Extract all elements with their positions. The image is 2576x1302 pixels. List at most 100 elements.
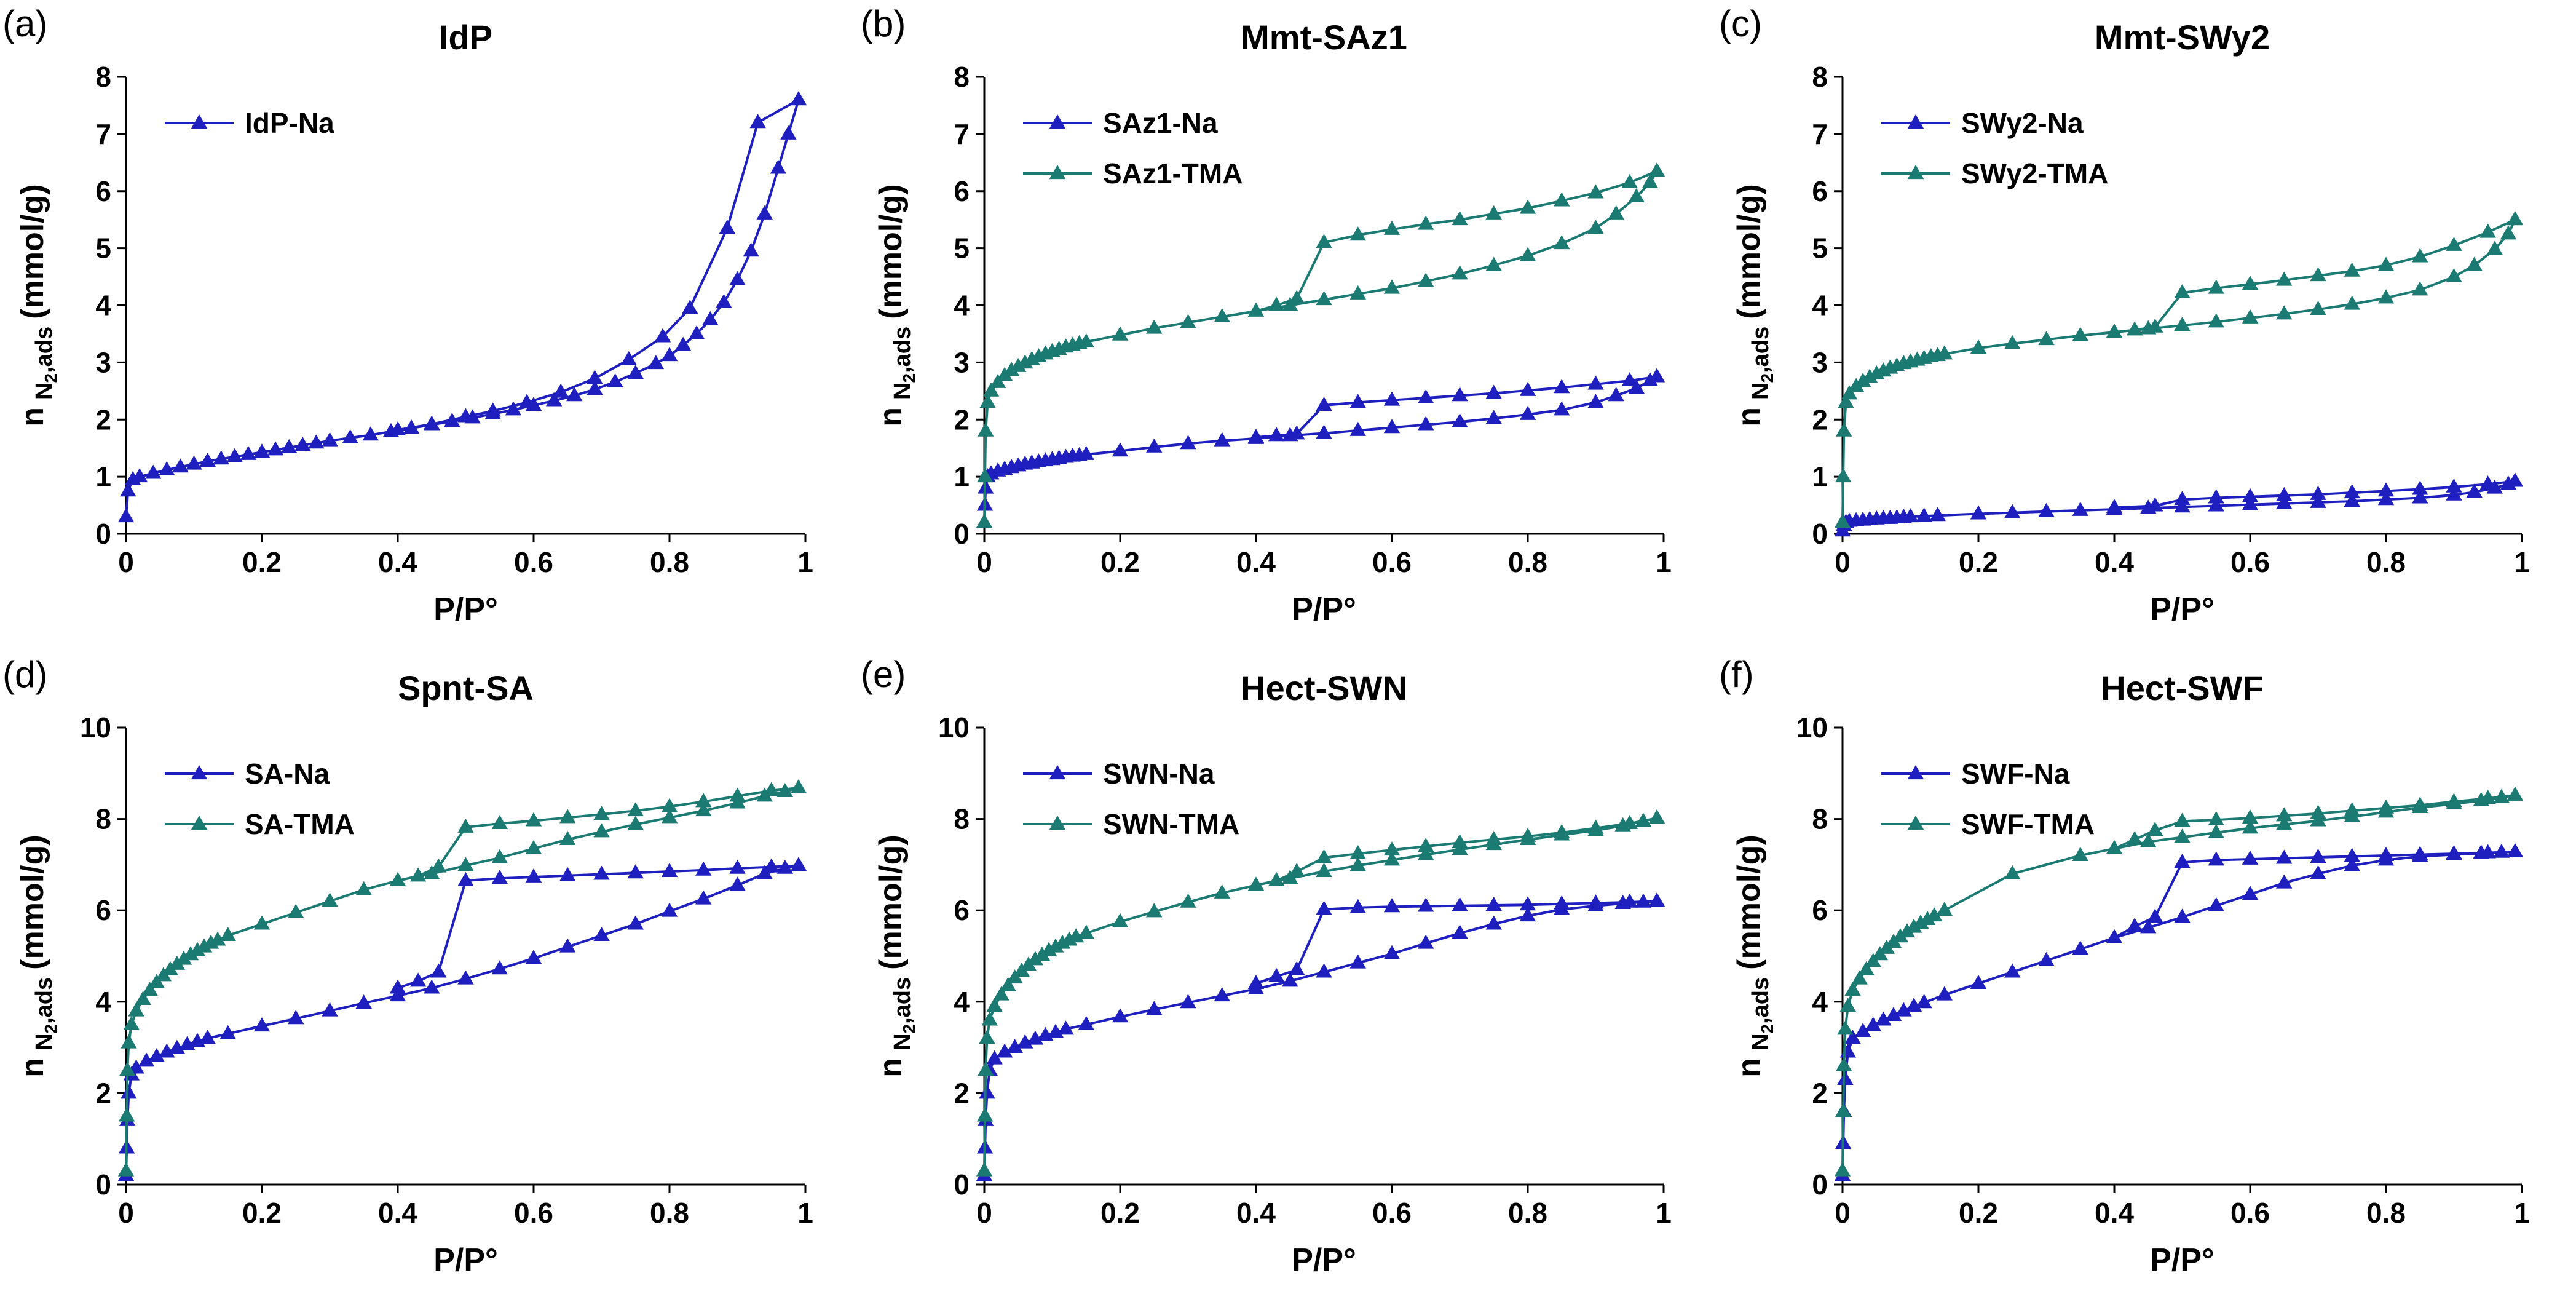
y-tick-label: 7 [1812, 118, 1828, 150]
data-point-marker [1214, 308, 1230, 323]
data-point-marker [135, 991, 151, 1006]
data-point-marker [1485, 831, 1502, 845]
y-tick-label: 4 [95, 290, 111, 322]
data-point-marker [1383, 945, 1401, 959]
y-tick-label: 8 [95, 803, 111, 835]
data-point-marker [121, 1084, 137, 1099]
y-axis-label: nN2,ads (mmol/g) [15, 184, 60, 426]
x-tick-label: 0.2 [242, 1197, 282, 1229]
data-point-marker [1970, 505, 1987, 520]
data-point-marker [2377, 847, 2395, 861]
data-point-marker [1837, 1071, 1854, 1086]
data-point-marker [457, 970, 474, 985]
y-tick-label: 3 [954, 346, 970, 378]
data-point-marker [2106, 499, 2123, 514]
x-tick-label: 0.2 [1959, 546, 1998, 578]
data-point-marker [559, 831, 576, 845]
y-tick-label: 0 [954, 518, 970, 550]
data-point-marker [1247, 302, 1265, 317]
data-point-marker [2466, 256, 2483, 271]
data-point-marker [2377, 256, 2395, 271]
series-line-desorption [1255, 817, 1657, 887]
y-axis-label-part: 2 [1758, 1024, 1777, 1034]
data-point-marker [2208, 313, 2224, 328]
data-point-marker [1418, 897, 1434, 912]
data-point-marker [2208, 897, 2224, 911]
data-point-marker [1628, 379, 1645, 394]
data-point-marker [409, 867, 427, 882]
data-point-marker [219, 927, 236, 942]
data-point-marker [2174, 317, 2191, 331]
x-tick-label: 1 [797, 546, 813, 578]
y-axis-label-part: (mmol/g) [1731, 835, 1767, 970]
data-point-marker [566, 387, 583, 402]
data-point-marker [593, 823, 610, 838]
y-axis-label-part: N [890, 383, 915, 399]
y-tick-label: 2 [1812, 403, 1828, 435]
data-point-marker [661, 863, 678, 877]
data-point-marker [457, 857, 474, 871]
data-point-marker [1936, 345, 1953, 360]
data-point-marker [2038, 951, 2055, 966]
data-point-marker [1485, 205, 1502, 220]
data-point-marker [491, 960, 508, 975]
data-point-marker [457, 408, 474, 423]
y-tick-label: 1 [954, 461, 970, 493]
data-point-marker [2310, 300, 2326, 315]
data-point-marker [1078, 1015, 1094, 1030]
x-tick-label: 0.6 [2230, 546, 2270, 578]
data-point-marker [593, 865, 610, 880]
data-point-marker [1316, 234, 1332, 248]
data-point-marker [199, 453, 216, 467]
y-tick-label: 4 [954, 986, 970, 1018]
y-axis-label: nN2,ads (mmol/g) [1731, 184, 1777, 426]
y-axis-label-part: n [15, 407, 50, 427]
x-axis-label: P/P° [2150, 592, 2214, 627]
data-point-marker [1349, 394, 1366, 408]
data-point-marker [976, 1162, 993, 1177]
data-point-marker [2038, 502, 2055, 517]
y-tick-label: 1 [1812, 461, 1828, 493]
data-point-marker [2004, 335, 2021, 349]
data-point-marker [1316, 863, 1332, 877]
data-point-marker [1027, 1030, 1044, 1045]
data-point-marker [2412, 796, 2428, 811]
y-tick-label: 2 [954, 403, 970, 435]
legend-label: SWy2-TMA [1961, 157, 2108, 189]
data-point-marker [2310, 849, 2326, 863]
data-point-marker [545, 392, 563, 407]
y-tick-label: 6 [1812, 894, 1828, 926]
data-point-marker [2126, 831, 2143, 845]
data-point-marker [2479, 844, 2496, 859]
data-point-marker [1970, 975, 1987, 990]
data-point-marker [780, 125, 797, 140]
data-point-marker [2004, 504, 2021, 518]
data-point-marker [1452, 387, 1468, 402]
data-point-marker [2276, 494, 2293, 509]
x-tick-label: 0.2 [1959, 1197, 1998, 1229]
x-tick-label: 0.4 [1236, 546, 1276, 578]
data-point-marker [1452, 413, 1468, 427]
legend-marker [1049, 165, 1066, 180]
data-point-marker [1916, 994, 1932, 1009]
y-tick-label: 6 [954, 175, 970, 207]
series-line-adsorption [125, 864, 799, 1176]
data-point-marker [681, 300, 698, 314]
data-point-marker [790, 91, 807, 106]
data-point-marker [1485, 410, 1502, 424]
legend-label: SWN-Na [1103, 758, 1215, 790]
data-point-marker [1214, 987, 1230, 1002]
data-point-marker [1936, 902, 1953, 916]
x-tick-label: 0.8 [2366, 546, 2406, 578]
data-point-marker [1418, 934, 1434, 949]
chart-title: Mmt-SAz1 [1241, 18, 1407, 57]
x-tick-label: 1 [2514, 546, 2530, 578]
data-point-marker [2072, 940, 2088, 955]
data-point-marker [2276, 807, 2293, 822]
data-point-marker [1316, 291, 1332, 306]
data-point-marker [168, 1039, 186, 1054]
data-point-marker [267, 441, 284, 456]
data-point-marker [1587, 220, 1604, 234]
data-point-marker [308, 434, 325, 449]
data-point-marker [1844, 982, 1861, 996]
